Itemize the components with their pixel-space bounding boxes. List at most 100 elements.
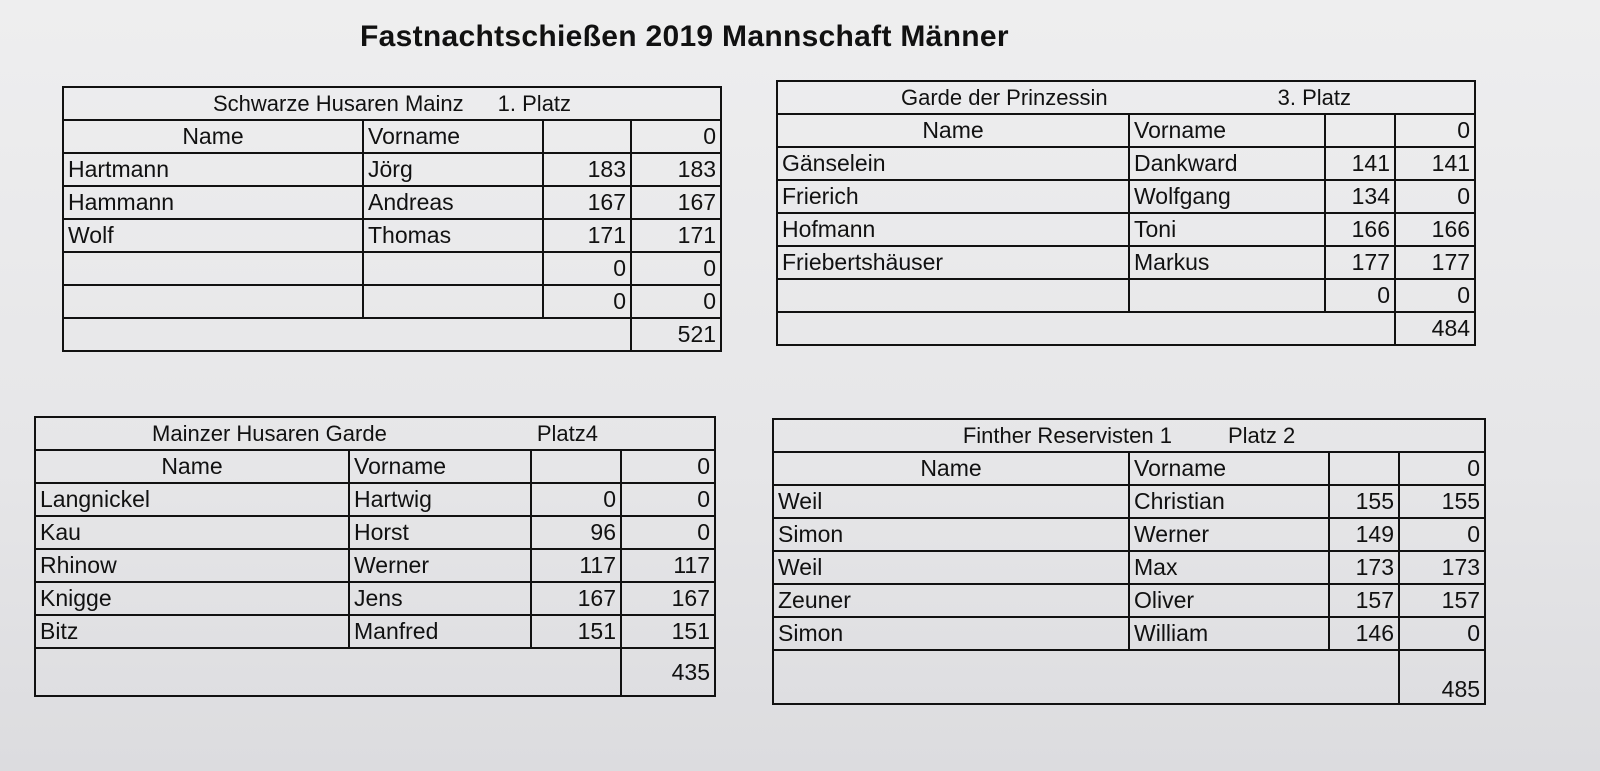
- column-header-row: Name Vorname 0: [34, 449, 716, 484]
- score-cell: 0: [530, 482, 622, 517]
- score-cell: 166: [1324, 212, 1396, 247]
- table-row: Friebertshäuser Markus 177 177: [776, 245, 1477, 280]
- team-header: Schwarze Husaren Mainz 1. Platz: [61, 86, 723, 121]
- team-place: 3. Platz: [1277, 84, 1352, 110]
- counted-cell: 167: [629, 185, 723, 220]
- counted-cell: 167: [620, 581, 716, 616]
- column-name-header: Name: [62, 119, 364, 154]
- name-cell: Wolf: [62, 218, 364, 253]
- score-cell: 183: [542, 152, 632, 187]
- score-cell: 157: [1328, 583, 1400, 618]
- vorname-cell: Jens: [348, 581, 532, 616]
- score-cell: 149: [1328, 517, 1400, 552]
- name-cell: Zeuner: [772, 583, 1130, 618]
- column-name-header: Name: [772, 451, 1130, 486]
- team-header: Garde der Prinzessin 3. Platz: [775, 80, 1477, 115]
- table-row: Langnickel Hartwig 0 0: [34, 482, 716, 517]
- team-table-mainzer-husaren-garde: Mainzer Husaren Garde Platz4 Name Vorname…: [34, 416, 716, 697]
- team-table-schwarze-husaren: Schwarze Husaren Mainz 1. Platz Name Vorn…: [61, 86, 723, 352]
- counted-cell: 0: [1397, 517, 1487, 552]
- counted-cell: 0: [629, 284, 723, 319]
- counted-cell: 166: [1393, 212, 1477, 247]
- team-place: 1. Platz: [497, 90, 572, 116]
- score-cell: 173: [1328, 550, 1400, 585]
- name-cell: [62, 284, 364, 319]
- score-cell: 0: [542, 284, 632, 319]
- vorname-cell: [1128, 278, 1326, 313]
- team-place: Platz 2: [1227, 422, 1296, 448]
- name-cell: Rhinow: [34, 548, 350, 583]
- team-table-garde-der-prinzessin: Garde der Prinzessin 3. Platz Name Vornam…: [775, 80, 1477, 346]
- name-cell: [776, 278, 1130, 313]
- counted-cell: 171: [629, 218, 723, 253]
- name-cell: Knigge: [34, 581, 350, 616]
- team-total: 485: [1397, 649, 1487, 705]
- total-label-cell: [34, 647, 622, 697]
- vorname-cell: Thomas: [362, 218, 544, 253]
- score-cell: 141: [1324, 146, 1396, 181]
- vorname-cell: Werner: [1128, 517, 1330, 552]
- vorname-cell: William: [1128, 616, 1330, 651]
- vorname-cell: [362, 284, 544, 319]
- table-row: Knigge Jens 167 167: [34, 581, 716, 616]
- team-name: Garde der Prinzessin: [901, 84, 1108, 110]
- score-cell: 0: [542, 251, 632, 286]
- team-name: Schwarze Husaren Mainz: [213, 90, 464, 116]
- vorname-cell: Toni: [1128, 212, 1326, 247]
- table-row: Weil Christian 155 155: [772, 484, 1487, 519]
- table-row: Gänselein Dankward 141 141: [776, 146, 1477, 181]
- counted-cell: 141: [1393, 146, 1477, 181]
- name-cell: Simon: [772, 616, 1130, 651]
- column-vorname-header: Vorname: [1128, 451, 1330, 486]
- counted-cell: 151: [620, 614, 716, 649]
- team-table-finther-reservisten: Finther Reservisten 1 Platz 2 Name Vornam…: [771, 418, 1487, 705]
- score-cell: 155: [1328, 484, 1400, 519]
- counted-cell: 0: [629, 251, 723, 286]
- score-cell: 177: [1324, 245, 1396, 280]
- table-row: Hartmann Jörg 183 183: [62, 152, 723, 187]
- total-row: 435: [34, 647, 716, 697]
- name-cell: Hammann: [62, 185, 364, 220]
- name-cell: Simon: [772, 517, 1130, 552]
- team-table: Garde der Prinzessin 3. Platz Name Vornam…: [775, 80, 1477, 346]
- column-name-header: Name: [34, 449, 350, 484]
- name-cell: Langnickel: [34, 482, 350, 517]
- vorname-cell: Dankward: [1128, 146, 1326, 181]
- vorname-cell: Wolfgang: [1128, 179, 1326, 214]
- counted-cell: 0: [1393, 179, 1477, 214]
- team-header: Mainzer Husaren Garde Platz4: [34, 416, 716, 451]
- vorname-cell: Christian: [1128, 484, 1330, 519]
- team-total: 484: [1393, 311, 1477, 346]
- column-vorname-header: Vorname: [362, 119, 544, 154]
- table-row: Hammann Andreas 167 167: [62, 185, 723, 220]
- column-score-header: [542, 119, 632, 154]
- table-row: Simon William 146 0: [772, 616, 1487, 651]
- team-total: 435: [620, 647, 716, 697]
- column-counted-header: 0: [629, 119, 723, 154]
- counted-cell: 117: [620, 548, 716, 583]
- name-cell: Weil: [772, 484, 1130, 519]
- table-row: Simon Werner 149 0: [772, 517, 1487, 552]
- table-row: Frierich Wolfgang 134 0: [776, 179, 1477, 214]
- table-row: Bitz Manfred 151 151: [34, 614, 716, 649]
- column-counted-header: 0: [1393, 113, 1477, 148]
- counted-cell: 0: [1393, 278, 1477, 313]
- column-score-header: [1324, 113, 1396, 148]
- column-counted-header: 0: [1397, 451, 1487, 486]
- vorname-cell: Andreas: [362, 185, 544, 220]
- team-place: Platz4: [536, 420, 598, 446]
- score-cell: 96: [530, 515, 622, 550]
- vorname-cell: Werner: [348, 548, 532, 583]
- name-cell: Hartmann: [62, 152, 364, 187]
- column-score-header: [1328, 451, 1400, 486]
- counted-cell: 157: [1397, 583, 1487, 618]
- table-row: Hofmann Toni 166 166: [776, 212, 1477, 247]
- vorname-cell: Oliver: [1128, 583, 1330, 618]
- column-header-row: Name Vorname 0: [62, 119, 723, 154]
- total-label-cell: [62, 317, 632, 352]
- team-name: Mainzer Husaren Garde: [152, 420, 387, 446]
